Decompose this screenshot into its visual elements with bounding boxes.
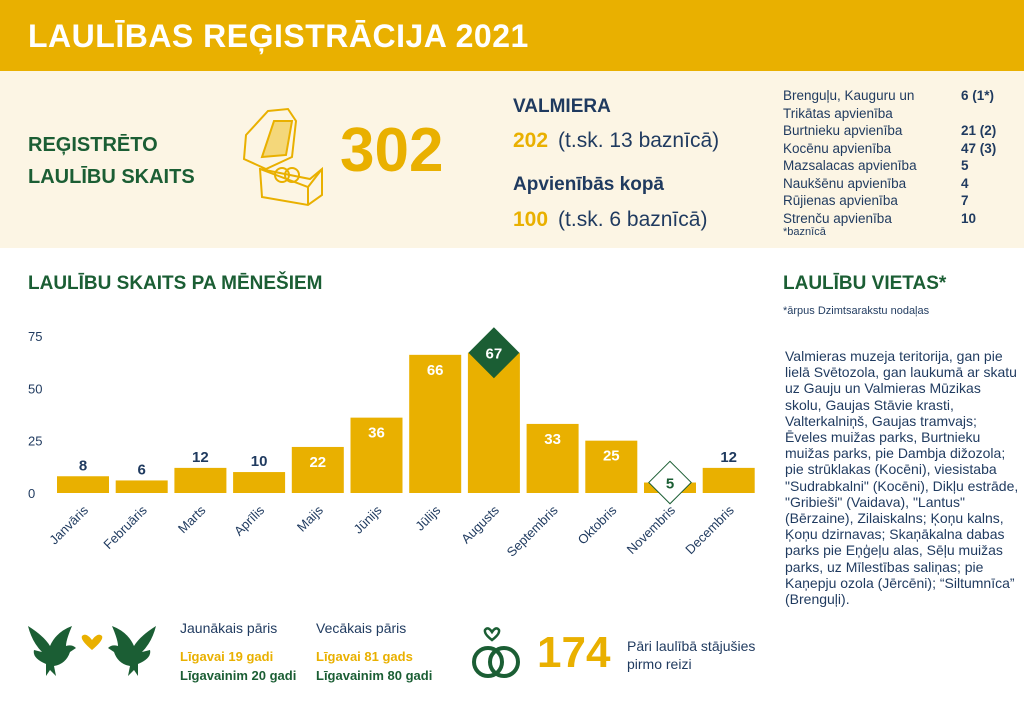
x-tick-label: Janvāris <box>46 502 91 547</box>
label-line2: LAULĪBU SKAITS <box>28 166 195 188</box>
union-value: 4 <box>961 175 969 191</box>
x-tick-label: Jūlijs <box>412 502 443 533</box>
bar-oktobris <box>585 440 638 493</box>
x-tick-label: Aprīlis <box>231 502 267 538</box>
union-value: 47 (3) <box>961 140 997 156</box>
union-name: Burtnieku apvienība <box>783 123 903 138</box>
page-title: LAULĪBAS REĢISTRĀCIJA 2021 <box>28 18 529 54</box>
bar-maijs <box>291 446 344 493</box>
unions-count: 100 <box>513 208 549 231</box>
bar-value-label: 12 <box>192 449 209 466</box>
valmiera-title: VALMIERA <box>513 96 611 117</box>
bar-decembris <box>702 467 755 493</box>
youngest-title: Jaunākais pāris <box>180 620 278 636</box>
union-item: Naukšēnu apvienība 4 <box>783 175 996 193</box>
union-value: 21 (2) <box>961 123 997 138</box>
unions-row: 100 (t.sk. 6 baznīcā) <box>513 208 707 232</box>
union-value: 5 <box>961 158 969 173</box>
bar-value-label: 33 <box>544 431 561 448</box>
header: LAULĪBAS REĢISTRĀCIJA 2021 <box>0 0 1024 71</box>
union-item: Brenguļu, Kauguru un 6 (1*) <box>783 87 996 105</box>
union-item: Burtnieku apvienība 21 (2) <box>783 122 996 140</box>
first-marriage-count: 174 <box>537 628 611 677</box>
bar-value-label: 10 <box>251 453 268 470</box>
bar-value-label: 36 <box>368 425 385 442</box>
unions-note: (t.sk. 6 baznīcā) <box>558 208 708 231</box>
x-tick-label: Maijs <box>294 502 326 534</box>
bar-septembris <box>526 423 579 493</box>
bar-value-label: 5 <box>666 476 674 493</box>
union-value: 10 <box>961 210 977 226</box>
bar-februāris <box>115 480 168 493</box>
places-title: LAULĪBU VIETAS* <box>783 273 947 294</box>
x-tick-label: Marts <box>175 502 209 536</box>
union-name: Naukšēnu apvienība <box>783 175 907 191</box>
union-item: Rūjienas apvienība 7 <box>783 192 996 210</box>
union-item: Trikātas apvienība <box>783 105 996 123</box>
union-value: 6 (1*) <box>961 88 995 103</box>
union-item: Strenču apvienība 10 <box>783 210 996 228</box>
x-tick-label: Oktobris <box>575 502 620 547</box>
y-tick-label: 25 <box>28 434 42 449</box>
bar-value-label: 6 <box>138 461 146 478</box>
doves-icon <box>28 626 156 676</box>
unions-list: Brenguļu, Kauguru un 6 (1*) Trikātas apvie… <box>783 87 996 227</box>
x-tick-label: Jūnijs <box>351 502 385 536</box>
x-tick-label: Decembris <box>682 502 737 557</box>
summary-panel: REĢISTRĒTO LAULĪBU SKAITS 302 VALMIERA 20… <box>0 71 1024 248</box>
union-name: Strenču apvienība <box>783 210 892 226</box>
youngest-groom: Līgavainim 20 gadi <box>180 668 297 683</box>
bar-jūnijs <box>350 417 403 493</box>
total-count: 302 <box>340 116 444 185</box>
bar-value-label: 12 <box>720 449 737 466</box>
places-note: *ārpus Dzimtsarakstu nodaļas <box>783 305 930 317</box>
chart-title: LAULĪBU SKAITS PA MĒNEŠIEM <box>28 273 323 294</box>
bar-marts <box>174 467 227 493</box>
union-name: Trikātas apvienība <box>783 105 893 121</box>
label-line1: REĢISTRĒTO <box>28 134 158 156</box>
union-name: Rūjienas apvienība <box>783 193 898 208</box>
bar-janvāris <box>57 476 109 493</box>
oldest-bride: Līgavai 81 gads <box>316 649 413 664</box>
y-tick-label: 0 <box>28 486 35 501</box>
y-tick-label: 75 <box>28 329 42 344</box>
rings-icon <box>472 627 520 678</box>
unions-title: Apvienībās kopā <box>513 174 664 195</box>
bar-value-label: 22 <box>309 454 326 471</box>
union-name: Brenguļu, Kauguru un <box>783 88 915 103</box>
bar-jūlijs <box>409 354 462 493</box>
ring-box-icon <box>242 107 323 207</box>
oldest-groom: Līgavainim 80 gadi <box>316 668 433 683</box>
bar-value-label: 66 <box>427 362 444 379</box>
first-marriage-label: Pāri laulībā stājušies pirmo reizi <box>627 638 756 672</box>
valmiera-note: (t.sk. 13 baznīcā) <box>558 129 720 152</box>
bar-value-label: 67 <box>486 346 503 363</box>
bar-aprīlis <box>233 472 286 493</box>
oldest-title: Vecākais pāris <box>316 620 407 636</box>
union-item: Mazsalacas apvienība 5 <box>783 157 996 175</box>
valmiera-row: 202 (t.sk. 13 baznīcā) <box>513 129 719 153</box>
union-name: Kocēnu apvienība <box>783 140 892 156</box>
x-tick-label: Augusts <box>458 502 502 546</box>
monthly-bar-chart: 0 25 50 75 8 Janvāris 6 Februāris 12 Marts 10 Aprīl… <box>28 327 755 560</box>
youngest-bride: Līgavai 19 gadi <box>180 649 274 664</box>
union-item: Kocēnu apvienība 47 (3) <box>783 140 996 158</box>
registered-label: REĢISTRĒTO LAULĪBU SKAITS <box>28 129 195 193</box>
footnote: *baznīcā <box>783 226 826 238</box>
highlight-diamond <box>648 460 692 505</box>
x-tick-label: Februāris <box>100 502 150 552</box>
bar-value-label: 25 <box>603 448 620 465</box>
union-value: 7 <box>961 193 969 208</box>
bar-value-label: 8 <box>79 457 87 474</box>
valmiera-count: 202 <box>513 129 549 152</box>
x-tick-label: Septembris <box>504 502 561 559</box>
union-name: Mazsalacas apvienība <box>783 158 917 173</box>
x-tick-label: Novembris <box>624 502 679 557</box>
places-text: Valmieras muzeja teritorija, gan pie lie… <box>785 348 1019 608</box>
y-tick-label: 50 <box>28 381 42 396</box>
